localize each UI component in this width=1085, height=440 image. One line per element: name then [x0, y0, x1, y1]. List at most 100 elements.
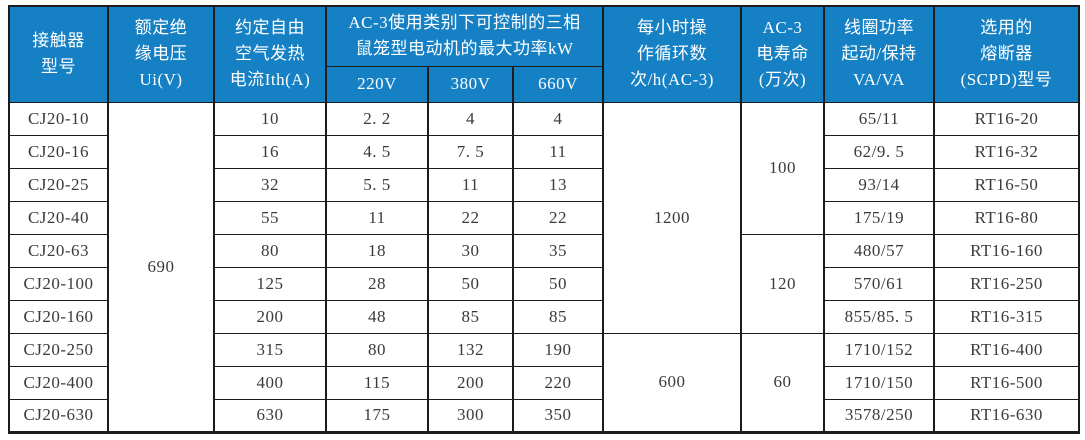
header-contactor-model: 接触器 型号 — [8, 5, 109, 103]
cell-coil-power: 1710/152 — [823, 332, 935, 367]
cell-model: CJ20-100 — [8, 266, 109, 301]
cell-kw-380v: 4 — [427, 101, 514, 136]
cell-life-100: 100 — [740, 101, 825, 235]
header-rated-insulation-voltage: 额定绝 缘电压 Ui(V) — [107, 5, 215, 103]
cell-model: CJ20-10 — [8, 101, 109, 136]
cell-kw-380v: 132 — [427, 332, 514, 367]
cell-kw-220v: 5. 5 — [325, 167, 429, 202]
header-row-voltages: 220V 380V 660V — [9, 65, 1079, 103]
header-row-group: 接触器 型号 额定绝 缘电压 Ui(V) 约定自由 空气发热 电流Ith(A) … — [8, 5, 1080, 103]
cell-coil-power: 1710/150 — [823, 365, 935, 400]
cell-fuse: RT16-20 — [933, 101, 1080, 136]
cell-ith: 125 — [213, 266, 327, 301]
header-operating-cycles: 每小时操 作循环数 次/h(AC-3) — [602, 5, 742, 103]
cell-kw-380v: 200 — [427, 365, 514, 400]
spec-table: 接触器 型号 额定绝 缘电压 Ui(V) 约定自由 空气发热 电流Ith(A) … — [8, 5, 1080, 434]
header-ac3-max-power-group: AC-3使用类别下可控制的三相 鼠笼型电动机的最大功率kW — [325, 5, 604, 67]
cell-model: CJ20-160 — [8, 299, 109, 334]
cell-ith: 16 — [213, 134, 327, 169]
table-row: CJ20-25 32 5. 5 11 13 93/14 RT16-50 — [8, 167, 1080, 202]
table-row: CJ20-40 55 11 22 22 175/19 RT16-80 — [8, 200, 1080, 235]
cell-kw-660v: 350 — [512, 398, 604, 433]
cell-kw-220v: 11 — [325, 200, 429, 235]
cell-kw-220v: 80 — [325, 332, 429, 367]
cell-model: CJ20-630 — [8, 398, 109, 433]
cell-model: CJ20-63 — [8, 233, 109, 268]
header-thermal-current: 约定自由 空气发热 电流Ith(A) — [213, 5, 327, 103]
cell-kw-380v: 11 — [427, 167, 514, 202]
cell-kw-380v: 300 — [427, 398, 514, 433]
cell-fuse: RT16-630 — [933, 398, 1080, 433]
cell-fuse: RT16-160 — [933, 233, 1080, 268]
cell-ith: 200 — [213, 299, 327, 334]
cell-kw-220v: 2. 2 — [325, 101, 429, 136]
cell-ith: 80 — [213, 233, 327, 268]
cell-kw-220v: 18 — [325, 233, 429, 268]
header-fuse-type: 选用的 熔断器 (SCPD)型号 — [933, 5, 1080, 103]
cell-kw-380v: 85 — [427, 299, 514, 334]
cell-kw-660v: 13 — [512, 167, 604, 202]
table-row: CJ20-10 690 10 2. 2 4 4 1200 100 65/11 R… — [8, 101, 1080, 433]
cell-ith: 630 — [213, 398, 327, 433]
cell-kw-660v: 50 — [512, 266, 604, 301]
cell-coil-power: 175/19 — [823, 200, 935, 235]
cell-kw-660v: 190 — [512, 332, 604, 367]
cell-ith: 10 — [213, 101, 327, 136]
cell-model: CJ20-25 — [8, 167, 109, 202]
cell-life-120: 120 — [740, 233, 825, 334]
cell-fuse: RT16-400 — [933, 332, 1080, 367]
table-row: CJ20-16 16 4. 5 7. 5 11 62/9. 5 RT16-32 — [8, 134, 1080, 169]
cell-kw-660v: 22 — [512, 200, 604, 235]
cell-ui-voltage: 690 — [107, 101, 215, 433]
cell-coil-power: 62/9. 5 — [823, 134, 935, 169]
cell-kw-660v: 4 — [512, 101, 604, 136]
cell-kw-660v: 11 — [512, 134, 604, 169]
cell-coil-power: 480/57 — [823, 233, 935, 268]
cell-ith: 400 — [213, 365, 327, 400]
cell-kw-220v: 4. 5 — [325, 134, 429, 169]
cell-kw-380v: 30 — [427, 233, 514, 268]
cell-kw-220v: 115 — [325, 365, 429, 400]
table-row: CJ20-630 630 175 300 350 3578/250 RT16-6… — [8, 398, 1080, 433]
cell-life-60: 60 — [740, 332, 825, 433]
cell-fuse: RT16-80 — [933, 200, 1080, 235]
header-220v: 220V — [325, 65, 429, 103]
table-header: 接触器 型号 额定绝 缘电压 Ui(V) 约定自由 空气发热 电流Ith(A) … — [8, 5, 1080, 103]
cell-fuse: RT16-315 — [933, 299, 1080, 334]
cell-kw-380v: 22 — [427, 200, 514, 235]
cell-model: CJ20-40 — [8, 200, 109, 235]
cell-coil-power: 3578/250 — [823, 398, 935, 433]
cell-kw-220v: 175 — [325, 398, 429, 433]
header-380v: 380V — [427, 65, 514, 103]
header-coil-power: 线圈功率 起动/保持 VA/VA — [823, 5, 935, 103]
cell-model: CJ20-16 — [8, 134, 109, 169]
cell-fuse: RT16-500 — [933, 365, 1080, 400]
cell-coil-power: 93/14 — [823, 167, 935, 202]
cell-model: CJ20-250 — [8, 332, 109, 367]
cell-ith: 55 — [213, 200, 327, 235]
table-body: CJ20-10 690 10 2. 2 4 4 1200 100 65/11 R… — [8, 101, 1080, 433]
cell-kw-660v: 85 — [512, 299, 604, 334]
header-660v: 660V — [512, 65, 604, 103]
cell-kw-220v: 48 — [325, 299, 429, 334]
cell-cycles-600: 600 — [602, 332, 742, 433]
cell-kw-380v: 7. 5 — [427, 134, 514, 169]
cell-kw-660v: 35 — [512, 233, 604, 268]
cell-coil-power: 570/61 — [823, 266, 935, 301]
cell-model: CJ20-400 — [8, 365, 109, 400]
cell-coil-power: 65/11 — [823, 101, 935, 136]
cell-fuse: RT16-250 — [933, 266, 1080, 301]
cell-kw-220v: 28 — [325, 266, 429, 301]
cell-ith: 32 — [213, 167, 327, 202]
cell-fuse: RT16-32 — [933, 134, 1080, 169]
header-ac3-electrical-life: AC-3 电寿命 (万次) — [740, 5, 825, 103]
cell-coil-power: 855/85. 5 — [823, 299, 935, 334]
table-row: CJ20-100 125 28 50 50 570/61 RT16-250 — [8, 266, 1080, 301]
cell-cycles-1200: 1200 — [602, 101, 742, 334]
cell-ith: 315 — [213, 332, 327, 367]
cell-kw-380v: 50 — [427, 266, 514, 301]
table-row: CJ20-250 315 80 132 190 600 60 1710/152 … — [8, 332, 1080, 433]
cell-kw-660v: 220 — [512, 365, 604, 400]
table-row: CJ20-400 400 115 200 220 1710/150 RT16-5… — [8, 365, 1080, 400]
